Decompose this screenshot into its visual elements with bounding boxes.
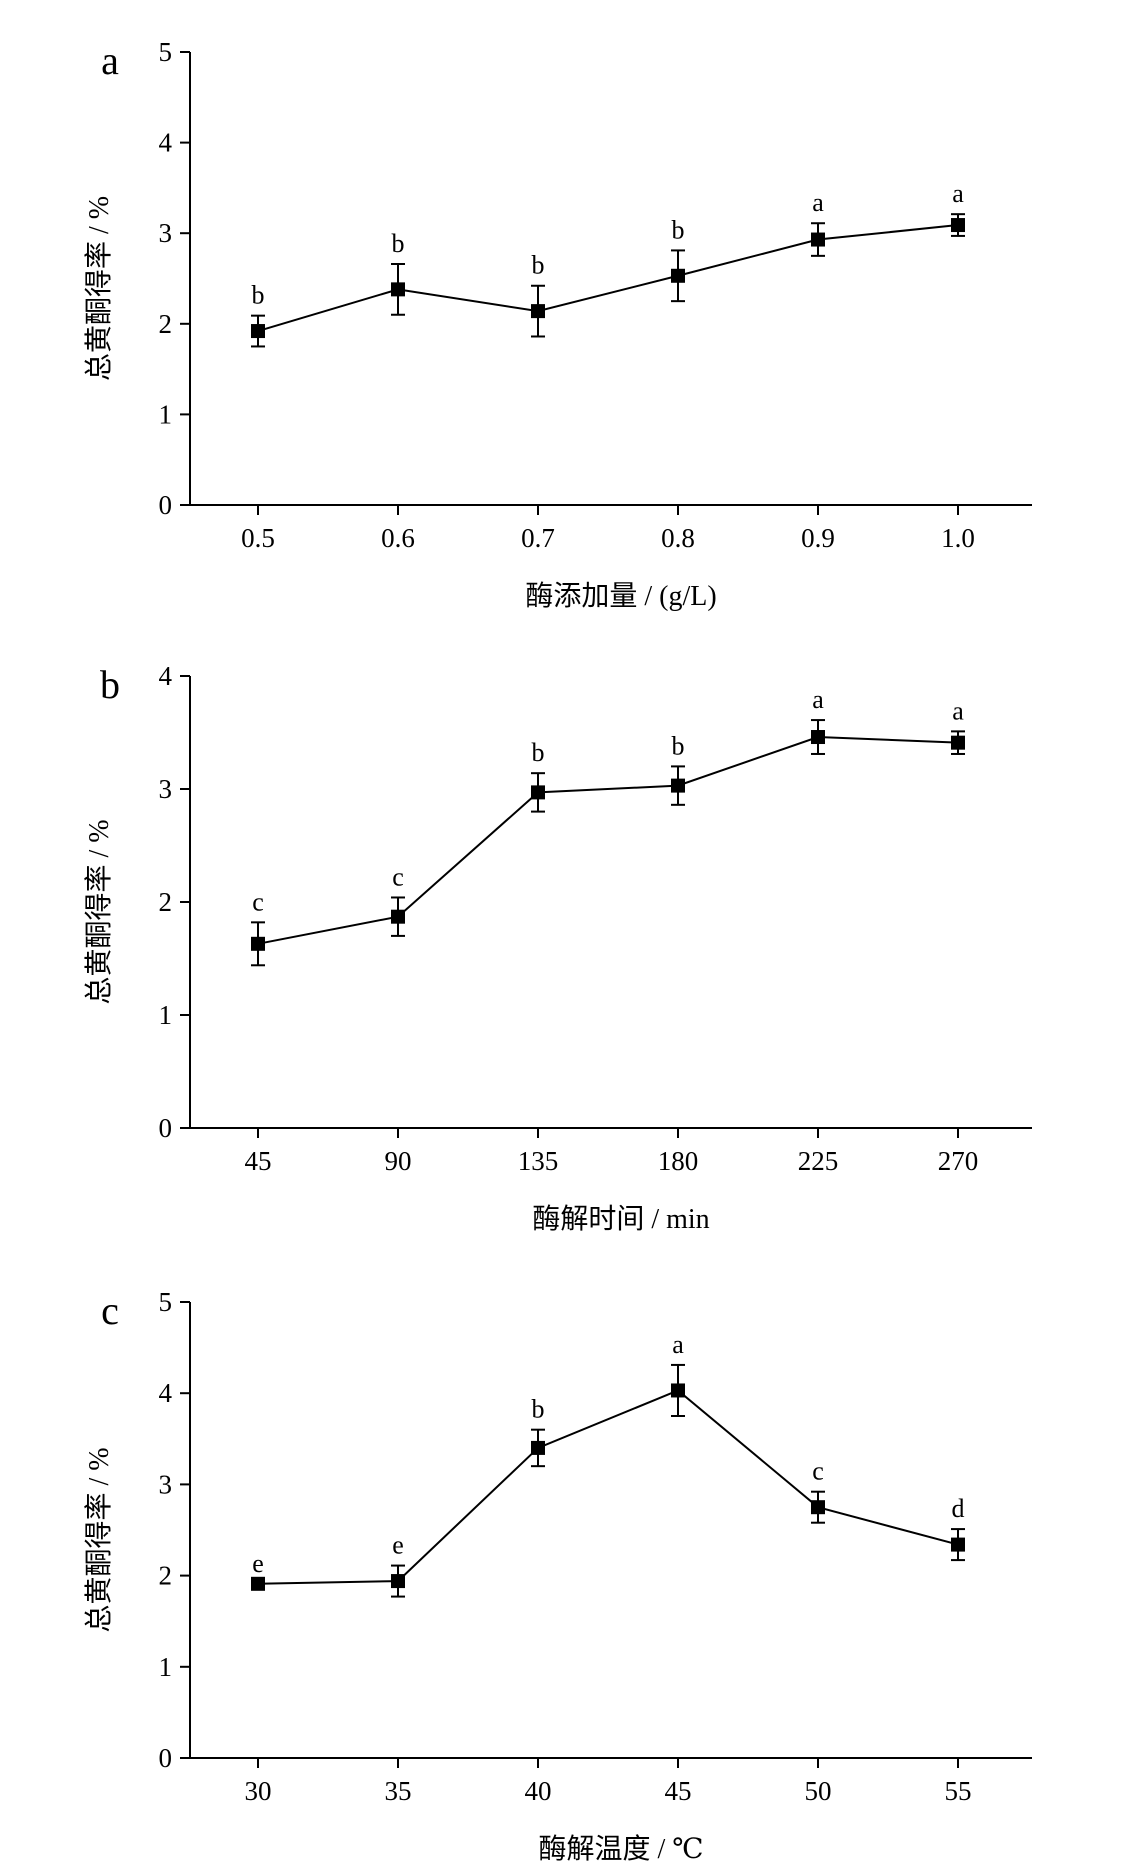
data-point [811, 730, 825, 745]
series-line [257, 1389, 959, 1585]
significance-label: a [812, 685, 824, 714]
x-axis-title: 酶添加量 / (g/L) [525, 580, 716, 612]
data-point [391, 282, 405, 297]
data-point [251, 936, 265, 951]
data-point [951, 1537, 965, 1552]
chart-panel-b: 0 1 2 3 4 45 90 135 180 225 270 酶解时间 / min 总黄酮得率 / %… [83, 661, 1032, 1235]
x-tick-label: 135 [518, 1146, 559, 1176]
y-tick-label: 3 [159, 1469, 173, 1499]
y-tick-label: 1 [159, 399, 173, 429]
x-tick-label: 1.0 [941, 523, 975, 553]
data-point [811, 1500, 825, 1515]
data-point [391, 909, 405, 924]
significance-label: b [532, 738, 545, 767]
series-line [257, 224, 959, 333]
x-tick-label: 180 [658, 1146, 699, 1176]
significance-label: e [252, 1549, 264, 1578]
data-point [951, 218, 965, 233]
significance-label: a [952, 696, 964, 725]
y-tick-label: 1 [159, 1652, 173, 1682]
y-axis-title: 总黄酮得率 / % [83, 1447, 115, 1632]
x-tick-label: 0.8 [661, 523, 695, 553]
x-tick-label: 30 [245, 1776, 272, 1806]
x-tick-label: 0.5 [241, 523, 275, 553]
data-point [391, 1574, 405, 1589]
data-point [251, 1576, 265, 1591]
y-tick-label: 5 [159, 37, 173, 67]
significance-label: e [392, 1531, 404, 1560]
panel-label: b [100, 662, 120, 707]
x-tick-label: 0.7 [521, 523, 555, 553]
x-axis-title: 酶解时间 / min [532, 1203, 709, 1235]
x-tick-label: 0.9 [801, 523, 835, 553]
y-tick-label: 2 [159, 887, 173, 917]
y-axis-title: 总黄酮得率 / % [83, 819, 115, 1004]
significance-label: c [392, 862, 404, 891]
x-tick-label: 0.6 [381, 523, 415, 553]
panel-label: c [101, 1288, 119, 1333]
significance-label: c [252, 887, 264, 916]
x-axis-title: 酶解温度 / ℃ [538, 1833, 703, 1865]
significance-label: a [952, 179, 964, 208]
x-tick-label: 40 [525, 1776, 552, 1806]
x-tick-label: 45 [665, 1776, 692, 1806]
y-tick-label: 3 [159, 218, 173, 248]
y-tick-label: 0 [159, 1113, 173, 1143]
panel-label: a [101, 38, 119, 83]
x-tick-label: 225 [798, 1146, 839, 1176]
significance-label: b [252, 281, 265, 310]
significance-label: c [812, 1457, 824, 1486]
x-tick-label: 50 [805, 1776, 832, 1806]
data-point [951, 735, 965, 750]
y-tick-label: 4 [159, 1378, 173, 1408]
data-point [671, 1383, 685, 1398]
y-tick-label: 5 [159, 1287, 173, 1317]
data-point [671, 268, 685, 283]
data-point [671, 778, 685, 793]
significance-label: d [952, 1494, 965, 1523]
y-tick-label: 1 [159, 1000, 173, 1030]
x-tick-label: 55 [945, 1776, 972, 1806]
y-tick-label: 4 [159, 661, 173, 691]
data-point [251, 324, 265, 339]
data-point [811, 232, 825, 247]
significance-label: b [532, 1395, 545, 1424]
chart-panel-a: 0 1 2 3 4 5 0.5 0.6 0.7 0.8 0.9 1.0 酶添加量 / (g/L) 总黄酮得… [83, 37, 1032, 612]
series-line [257, 736, 959, 945]
significance-label: b [532, 251, 545, 280]
significance-label: a [812, 188, 824, 217]
y-tick-label: 2 [159, 1561, 173, 1591]
data-point [531, 304, 545, 319]
y-tick-label: 0 [159, 1743, 173, 1773]
significance-label: a [672, 1330, 684, 1359]
data-point [531, 785, 545, 800]
data-point [531, 1440, 545, 1455]
x-tick-label: 45 [245, 1146, 272, 1176]
x-tick-label: 90 [385, 1146, 412, 1176]
significance-label: b [392, 229, 405, 258]
y-axis-title: 总黄酮得率 / % [83, 196, 115, 381]
significance-label: b [672, 215, 685, 244]
significance-label: b [672, 731, 685, 760]
y-tick-label: 4 [159, 128, 173, 158]
x-tick-label: 270 [938, 1146, 979, 1176]
y-tick-label: 0 [159, 490, 173, 520]
y-tick-label: 3 [159, 774, 173, 804]
x-tick-label: 35 [385, 1776, 412, 1806]
y-tick-label: 2 [159, 309, 173, 339]
